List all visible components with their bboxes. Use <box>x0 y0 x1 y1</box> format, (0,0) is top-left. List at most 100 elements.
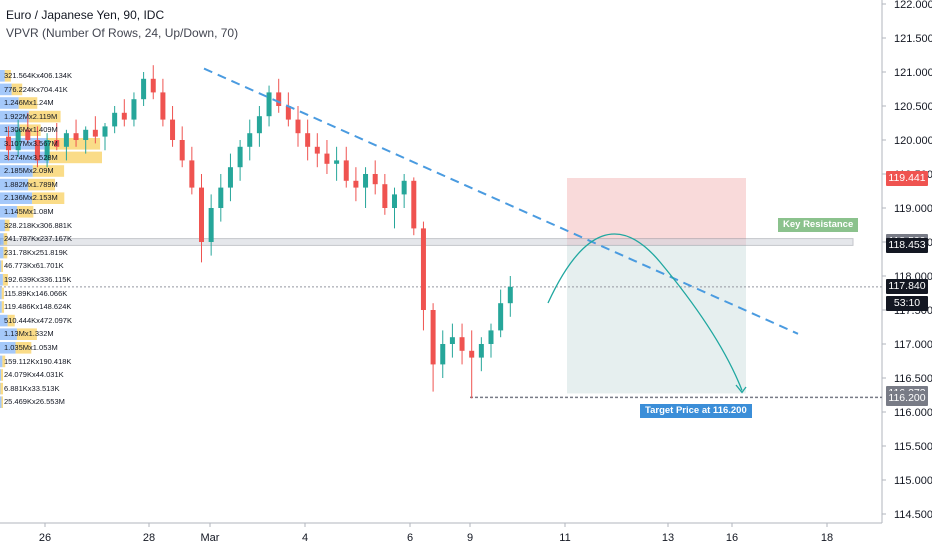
y-tick-label: 114.500 <box>894 509 932 521</box>
volume-profile-down-bar <box>1 301 5 313</box>
candle-body <box>227 167 233 188</box>
y-tick-label: 119.000 <box>894 203 932 215</box>
candle-body <box>256 116 262 134</box>
volume-profile-label: 6.881Kx33.513K <box>4 383 60 393</box>
stop-loss-zone <box>567 178 746 246</box>
target-zone <box>567 245 746 394</box>
price-axis-badge: 119.441 <box>886 170 928 186</box>
candle-body <box>430 310 436 365</box>
candle-body <box>15 129 21 151</box>
volume-profile-up-bar <box>0 369 2 381</box>
y-tick-label: 115.000 <box>894 475 932 487</box>
x-tick-label: 26 <box>39 532 51 544</box>
volume-profile-down-bar <box>4 219 10 232</box>
candle-body <box>25 129 31 140</box>
x-tick-label: 4 <box>302 532 308 544</box>
x-tick-label: 9 <box>467 532 473 544</box>
volume-profile-down-bar <box>7 314 15 327</box>
volume-profile-label: 231.78Kx251.819K <box>4 247 68 257</box>
target-price-label: Target Price at 116.200 <box>640 404 752 418</box>
volume-profile-label: 328.218Kx306.881K <box>4 220 72 230</box>
candle-body <box>411 180 417 229</box>
volume-profile-down-bar <box>17 206 34 218</box>
candle-body <box>285 106 291 120</box>
volume-profile-label: 119.486Kx148.624K <box>4 302 72 312</box>
candle-body <box>324 153 330 164</box>
candle-body <box>507 286 513 304</box>
candle-body <box>459 337 465 351</box>
volume-profile-up-bar <box>0 165 33 177</box>
x-tick-label: 11 <box>559 532 570 544</box>
candle-body <box>498 303 504 331</box>
volume-profile-up-bar <box>0 206 18 218</box>
candle-body <box>63 133 69 147</box>
candle-body <box>208 208 214 242</box>
volume-profile-up-bar <box>0 396 2 408</box>
downtrend-line <box>203 67 799 335</box>
candle-body <box>121 112 127 120</box>
volume-profile-label: 776.224Kx704.41K <box>4 84 68 94</box>
x-tick-label: 13 <box>662 532 674 544</box>
volume-profile-down-bar <box>11 83 23 96</box>
volume-profile-up-bar <box>0 83 12 96</box>
candle-body <box>102 126 108 137</box>
y-tick-label: 122.000 <box>894 0 932 11</box>
candle-body <box>314 146 320 154</box>
candle-body <box>469 350 475 358</box>
volume-profile-up-bar <box>0 314 8 327</box>
candle-body <box>382 184 388 208</box>
candle-body <box>247 133 253 147</box>
volume-profile-label: 192.639Kx336.115K <box>4 275 72 284</box>
volume-profile-label: 241.787Kx237.167K <box>4 234 72 244</box>
y-tick-label: 115.500 <box>894 441 932 453</box>
candle-body <box>150 78 156 93</box>
volume-profile-down-bar <box>2 355 6 368</box>
y-tick-label: 116.000 <box>894 407 932 419</box>
volume-profile-label: 2.136Mx2.153M <box>4 193 58 203</box>
volume-profile-down-bar <box>15 342 32 354</box>
volume-profile-down-bar <box>32 165 65 177</box>
volume-profile-down-bar <box>3 233 8 245</box>
candle-body <box>334 160 340 164</box>
volume-profile-up-bar <box>0 219 5 232</box>
volume-profile-down-bar <box>2 274 8 286</box>
volume-profile-up-bar <box>0 355 3 368</box>
candle-body <box>488 330 494 344</box>
candle-body <box>440 344 446 365</box>
y-tick-label: 120.500 <box>894 101 932 113</box>
volume-profile-up-bar <box>0 246 4 259</box>
volume-profile-up-bar <box>0 110 29 123</box>
volume-profile-down-bar <box>32 192 65 204</box>
candle-body <box>170 119 176 140</box>
volume-profile-up-bar <box>0 260 2 272</box>
candle-body <box>34 140 40 161</box>
x-tick-label: 16 <box>726 532 738 544</box>
volume-profile-label: 1.306Mx1.409M <box>4 125 58 135</box>
price-axis-badge: 117.840 <box>886 279 928 295</box>
candle-body <box>92 129 98 137</box>
volume-profile-down-bar <box>1 287 4 300</box>
volume-profile-up-bar <box>0 70 5 82</box>
volume-profile-up-bar <box>0 97 19 109</box>
volume-profile-down-bar <box>4 70 11 82</box>
volume-profile-down-bar <box>0 382 3 395</box>
candle-body <box>6 136 11 151</box>
x-tick-label: 28 <box>143 532 155 544</box>
volume-profile-down-bar <box>46 138 101 150</box>
volume-profile-up-bar <box>0 233 4 245</box>
volume-profile-label: 3.274Mx3.528M <box>4 152 58 162</box>
volume-profile-label: 1.922Mx2.119M <box>4 111 58 121</box>
y-tick-label: 120.000 <box>894 135 932 147</box>
volume-profile-down-bar <box>28 178 56 191</box>
x-tick-label: 18 <box>821 532 833 544</box>
volume-profile-label: 24.079Kx44.031K <box>4 370 64 380</box>
candle-body <box>363 174 369 188</box>
candle-body <box>343 160 349 181</box>
candle-body <box>189 160 195 188</box>
volume-profile-down-bar <box>49 151 102 164</box>
volume-profile-down-bar <box>28 110 61 123</box>
volume-profile-up-bar <box>0 178 29 191</box>
candle-body <box>478 344 484 358</box>
volume-profile-down-bar <box>16 328 37 340</box>
